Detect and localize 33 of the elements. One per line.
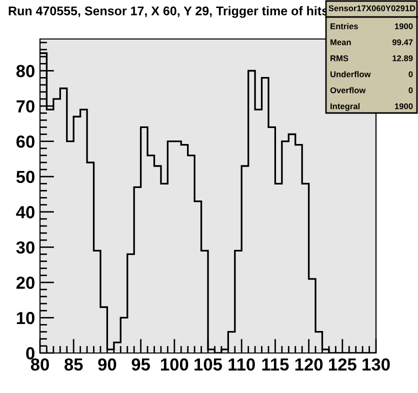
text: Entries [330,23,358,30]
y-tick-label: 60 [16,135,34,148]
y-tick-label: 30 [16,241,34,254]
x-tick-label: 120 [295,358,323,371]
x-tick-label: 125 [329,358,356,371]
text: 1900 [394,103,413,110]
y-tick-label: 10 [16,312,34,324]
y-tick-label: 20 [16,276,34,289]
text: 99.47 [392,39,413,46]
y-tick-label: 80 [16,64,34,78]
x-tick-label: 130 [362,358,390,371]
annotation: RMS [330,55,348,62]
y-tick-label: 0 [26,347,34,360]
x-tick-label: 115 [262,358,289,371]
text: 0 [408,71,413,78]
text: Sensor17X060Y0291D [328,5,416,12]
x-tick-label: 105 [194,358,222,371]
y-tick-label: 70 [16,100,34,112]
annotation: Mean [330,39,351,46]
x-tick-label: 90 [98,358,116,371]
x-tick-label: 100 [161,358,188,371]
y-tick-label: 50 [16,170,34,184]
x-tick-label: 95 [132,358,150,371]
x-tick-label: 85 [64,358,83,371]
x-tick-label: 110 [228,358,255,371]
text: 1900 [394,23,413,30]
x-tick-label: 80 [30,358,49,371]
annotation: Integral [330,103,360,111]
y-tick-label: 40 [16,206,34,218]
annotation: Overflow [330,87,366,94]
annotation: Underflow [330,71,371,78]
text: 0 [408,87,413,94]
text: 12.89 [392,55,413,62]
